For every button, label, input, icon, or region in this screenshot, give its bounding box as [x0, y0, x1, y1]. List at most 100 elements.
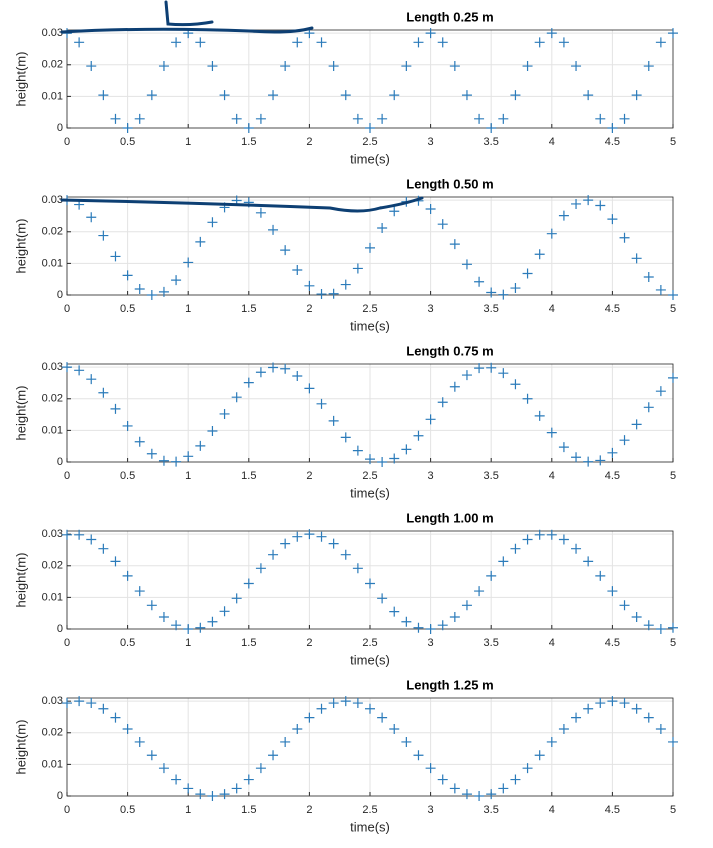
x-tick-label: 3.5 [484, 136, 499, 148]
marker [668, 372, 678, 383]
y-tick-label: 0.02 [42, 226, 63, 238]
marker [413, 622, 424, 633]
marker [62, 698, 72, 709]
marker [546, 28, 557, 39]
x-tick-label: 1 [185, 303, 191, 315]
marker [280, 245, 291, 256]
marker [304, 712, 315, 723]
marker [146, 290, 157, 300]
chart-title: Length 0.50 m [406, 176, 493, 191]
hand-stroke [60, 26, 424, 213]
marker [389, 606, 400, 617]
axes-box [66, 196, 674, 296]
marker [231, 783, 242, 794]
marker [207, 217, 218, 228]
marker [631, 611, 642, 622]
marker [643, 712, 654, 723]
marker [437, 620, 448, 631]
marker [146, 90, 157, 101]
x-tick-label: 5 [670, 470, 676, 482]
marker [583, 90, 594, 101]
marker [595, 455, 606, 466]
marker [534, 249, 545, 260]
marker [292, 723, 303, 734]
marker [195, 236, 206, 247]
marker [219, 90, 230, 101]
marker [425, 414, 436, 425]
marker [595, 113, 606, 124]
y-tick-label: 0.01 [42, 424, 63, 436]
marker [595, 570, 606, 581]
marker [449, 61, 460, 72]
marker [304, 529, 315, 540]
x-tick-label: 0.5 [120, 303, 135, 315]
x-tick-label: 3.5 [484, 303, 499, 315]
marker [158, 611, 169, 622]
marker [474, 791, 485, 801]
chart-title: Length 1.00 m [406, 510, 493, 525]
axes-box [66, 530, 674, 630]
marker [110, 403, 121, 414]
marker [389, 90, 400, 101]
x-tick-label: 2.5 [362, 804, 377, 816]
marker [158, 61, 169, 72]
marker [183, 257, 194, 268]
marker [134, 283, 145, 294]
marker [74, 37, 85, 48]
marker [510, 774, 521, 785]
marker [607, 586, 618, 597]
x-tick-label: 1.5 [241, 637, 256, 649]
marker [377, 222, 388, 233]
marker [461, 789, 472, 800]
subplots: 0 0.5 1 1.5 2 2.5 3 3.5 4 4.5 5 0 0.01 0.02 0.03 Length… [13, 9, 678, 834]
x-tick-label: 5 [670, 136, 676, 148]
marker [631, 703, 642, 714]
marker [158, 455, 169, 466]
chart-title: Length 0.75 m [406, 343, 493, 358]
y-tick-label: 0.01 [42, 257, 63, 269]
y-tick-label: 0.02 [42, 560, 63, 572]
marker [268, 549, 279, 560]
x-tick-label: 0.5 [120, 637, 135, 649]
marker [558, 723, 569, 734]
x-tick-label: 2 [306, 303, 312, 315]
marker [340, 90, 351, 101]
x-tick-label: 2 [306, 470, 312, 482]
marker [158, 286, 169, 297]
x-tick-label: 4.5 [605, 303, 620, 315]
marker [171, 774, 182, 785]
marker [207, 426, 218, 437]
marker [316, 289, 327, 300]
marker [595, 200, 606, 211]
marker [74, 696, 85, 707]
y-tick-label: 0.01 [42, 90, 63, 102]
marker [255, 563, 266, 574]
marker [268, 750, 279, 761]
marker [401, 616, 412, 627]
y-tick-label: 0.03 [42, 695, 63, 707]
y-axis-label: height(m) [13, 52, 28, 107]
x-tick-label: 0 [64, 804, 70, 816]
marker [474, 276, 485, 287]
marker [377, 457, 388, 467]
x-axis-label: time(s) [350, 318, 390, 333]
marker [449, 783, 460, 794]
marker [534, 750, 545, 761]
marker [62, 529, 72, 540]
marker [643, 271, 654, 282]
marker [158, 763, 169, 774]
y-tick-label: 0 [57, 122, 63, 134]
marker [98, 90, 109, 101]
y-tick-label: 0.03 [42, 27, 63, 39]
marker [146, 600, 157, 611]
marker [425, 624, 436, 634]
y-tick-label: 0.02 [42, 727, 63, 739]
marker [377, 712, 388, 723]
marker [365, 578, 375, 589]
y-tick-label: 0.02 [42, 393, 63, 405]
marker [328, 538, 339, 549]
marker [522, 268, 533, 279]
x-tick-label: 3 [428, 637, 434, 649]
y-axis-label: height(m) [13, 720, 28, 775]
x-tick-label: 2.5 [362, 470, 377, 482]
